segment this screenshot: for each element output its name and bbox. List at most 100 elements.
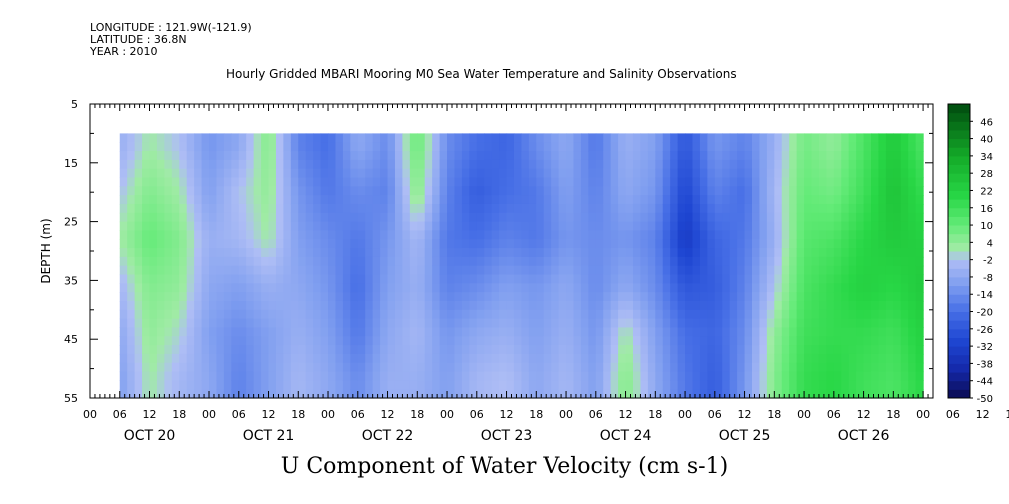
heatmap-cell — [491, 212, 500, 223]
heatmap-cell — [707, 380, 716, 390]
heatmap-cell — [268, 327, 277, 337]
heatmap-cell — [506, 151, 515, 161]
heatmap-cell — [610, 186, 619, 196]
heatmap-cell — [588, 221, 597, 232]
heatmap-cell — [328, 318, 337, 329]
heatmap-cell — [261, 142, 270, 152]
heatmap-cell — [231, 239, 240, 249]
heatmap-cell — [640, 309, 649, 320]
heatmap-cell — [201, 380, 210, 390]
heatmap-cell — [380, 195, 389, 205]
heatmap-cell — [908, 248, 917, 258]
heatmap-cell — [342, 195, 351, 205]
heatmap-cell — [447, 362, 456, 373]
heatmap-cell — [142, 318, 151, 329]
heatmap-cell — [900, 212, 909, 223]
heatmap-cell — [320, 142, 329, 152]
heatmap-cell — [156, 265, 165, 276]
heatmap-cell — [447, 248, 456, 258]
heatmap-cell — [566, 265, 575, 276]
heatmap-cell — [707, 195, 716, 205]
heatmap-cell — [915, 300, 924, 311]
heatmap-cell — [238, 274, 247, 284]
heatmap-cell — [707, 292, 716, 302]
heatmap-cell — [878, 362, 887, 373]
colorbar-segment — [948, 129, 970, 140]
heatmap-cell — [394, 274, 404, 284]
heatmap-cell — [402, 274, 411, 284]
heatmap-cell — [238, 168, 247, 179]
heatmap-cell — [543, 195, 552, 205]
heatmap-cell — [209, 142, 218, 152]
heatmap-cell — [156, 221, 165, 232]
heatmap-cell — [729, 256, 738, 267]
heatmap-cell — [833, 371, 842, 381]
heatmap-cell — [558, 168, 567, 179]
heatmap-cell — [826, 221, 835, 232]
heatmap-cell — [878, 186, 887, 196]
heatmap-cell — [209, 265, 218, 276]
heatmap-cell — [365, 203, 374, 214]
heatmap-cell — [871, 151, 880, 161]
heatmap-cell — [119, 230, 128, 240]
heatmap-cell — [528, 353, 537, 364]
heatmap-cell — [261, 168, 270, 179]
heatmap-cell — [350, 239, 359, 249]
heatmap-cell — [335, 283, 344, 293]
heatmap-cell — [714, 159, 723, 170]
heatmap-cell — [350, 195, 359, 205]
heatmap-cell — [387, 142, 396, 152]
y-tick-label: 5 — [71, 98, 78, 111]
heatmap-cell — [566, 283, 575, 293]
heatmap-cell — [283, 177, 292, 187]
heatmap-cell — [223, 133, 232, 143]
heatmap-cell — [670, 256, 679, 267]
heatmap-cell — [580, 142, 589, 152]
heatmap-cell — [893, 151, 902, 161]
colorbar-segment — [948, 112, 970, 122]
heatmap-cell — [573, 133, 582, 143]
heatmap-cell — [685, 362, 694, 373]
heatmap-cell — [871, 336, 880, 346]
heatmap-cell — [223, 221, 232, 232]
heatmap-cell — [893, 274, 902, 284]
heatmap-cell — [320, 336, 329, 346]
heatmap-cell — [655, 151, 664, 161]
heatmap-cell — [744, 239, 753, 249]
heatmap-cell — [268, 362, 277, 373]
heatmap-cell — [893, 221, 902, 232]
heatmap-cell — [915, 362, 924, 373]
heatmap-cell — [127, 212, 136, 223]
heatmap-cell — [201, 265, 210, 276]
heatmap-cell — [335, 168, 344, 179]
heatmap-cell — [833, 248, 842, 258]
heatmap-cell — [164, 151, 173, 161]
heatmap-cell — [677, 248, 686, 258]
heatmap-cell — [692, 380, 701, 390]
heatmap-cell — [186, 212, 195, 223]
heatmap-cell — [253, 318, 262, 329]
heatmap-cell — [238, 380, 247, 390]
heatmap-cell — [729, 309, 738, 320]
heatmap-cell — [313, 168, 322, 179]
heatmap-cell — [707, 212, 716, 223]
heatmap-cell — [863, 389, 872, 399]
heatmap-cell — [223, 168, 232, 179]
heatmap-cell — [432, 177, 441, 187]
heatmap-cell — [521, 221, 530, 232]
heatmap-cell — [766, 177, 775, 187]
heatmap-cell — [290, 256, 299, 267]
heatmap-cell — [893, 300, 902, 311]
heatmap-cell — [447, 292, 456, 302]
heatmap-cell — [365, 212, 374, 223]
colorbar-segment — [948, 207, 970, 217]
heatmap-cell — [647, 195, 656, 205]
heatmap-cell — [223, 336, 232, 346]
heatmap-cell — [811, 274, 820, 284]
heatmap-cell — [699, 336, 708, 346]
heatmap-cell — [781, 345, 790, 355]
heatmap-cell — [432, 256, 441, 267]
heatmap-cell — [573, 327, 582, 337]
heatmap-cell — [447, 212, 456, 223]
heatmap-cell — [149, 362, 158, 373]
